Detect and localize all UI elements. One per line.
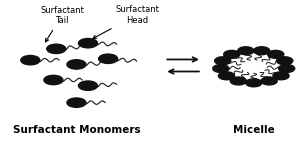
Circle shape (67, 60, 86, 69)
Circle shape (67, 98, 86, 107)
Circle shape (215, 57, 231, 65)
Circle shape (273, 72, 289, 80)
Circle shape (213, 64, 229, 73)
Circle shape (277, 57, 293, 65)
Text: Micelle: Micelle (233, 125, 275, 135)
Circle shape (278, 64, 295, 73)
Circle shape (79, 81, 98, 90)
Circle shape (99, 54, 118, 63)
Text: Surfactant
Tail: Surfactant Tail (40, 6, 84, 42)
Circle shape (238, 47, 254, 55)
Text: Surfactant Monomers: Surfactant Monomers (13, 125, 140, 135)
Circle shape (79, 38, 98, 48)
Circle shape (47, 44, 66, 53)
Circle shape (44, 75, 63, 85)
Circle shape (261, 77, 277, 85)
Circle shape (224, 50, 240, 58)
Circle shape (230, 77, 246, 85)
Circle shape (218, 72, 235, 80)
Circle shape (254, 47, 270, 55)
Circle shape (246, 79, 262, 87)
Circle shape (21, 55, 40, 65)
Circle shape (268, 50, 284, 58)
Text: Surfactant
Head: Surfactant Head (93, 5, 159, 38)
